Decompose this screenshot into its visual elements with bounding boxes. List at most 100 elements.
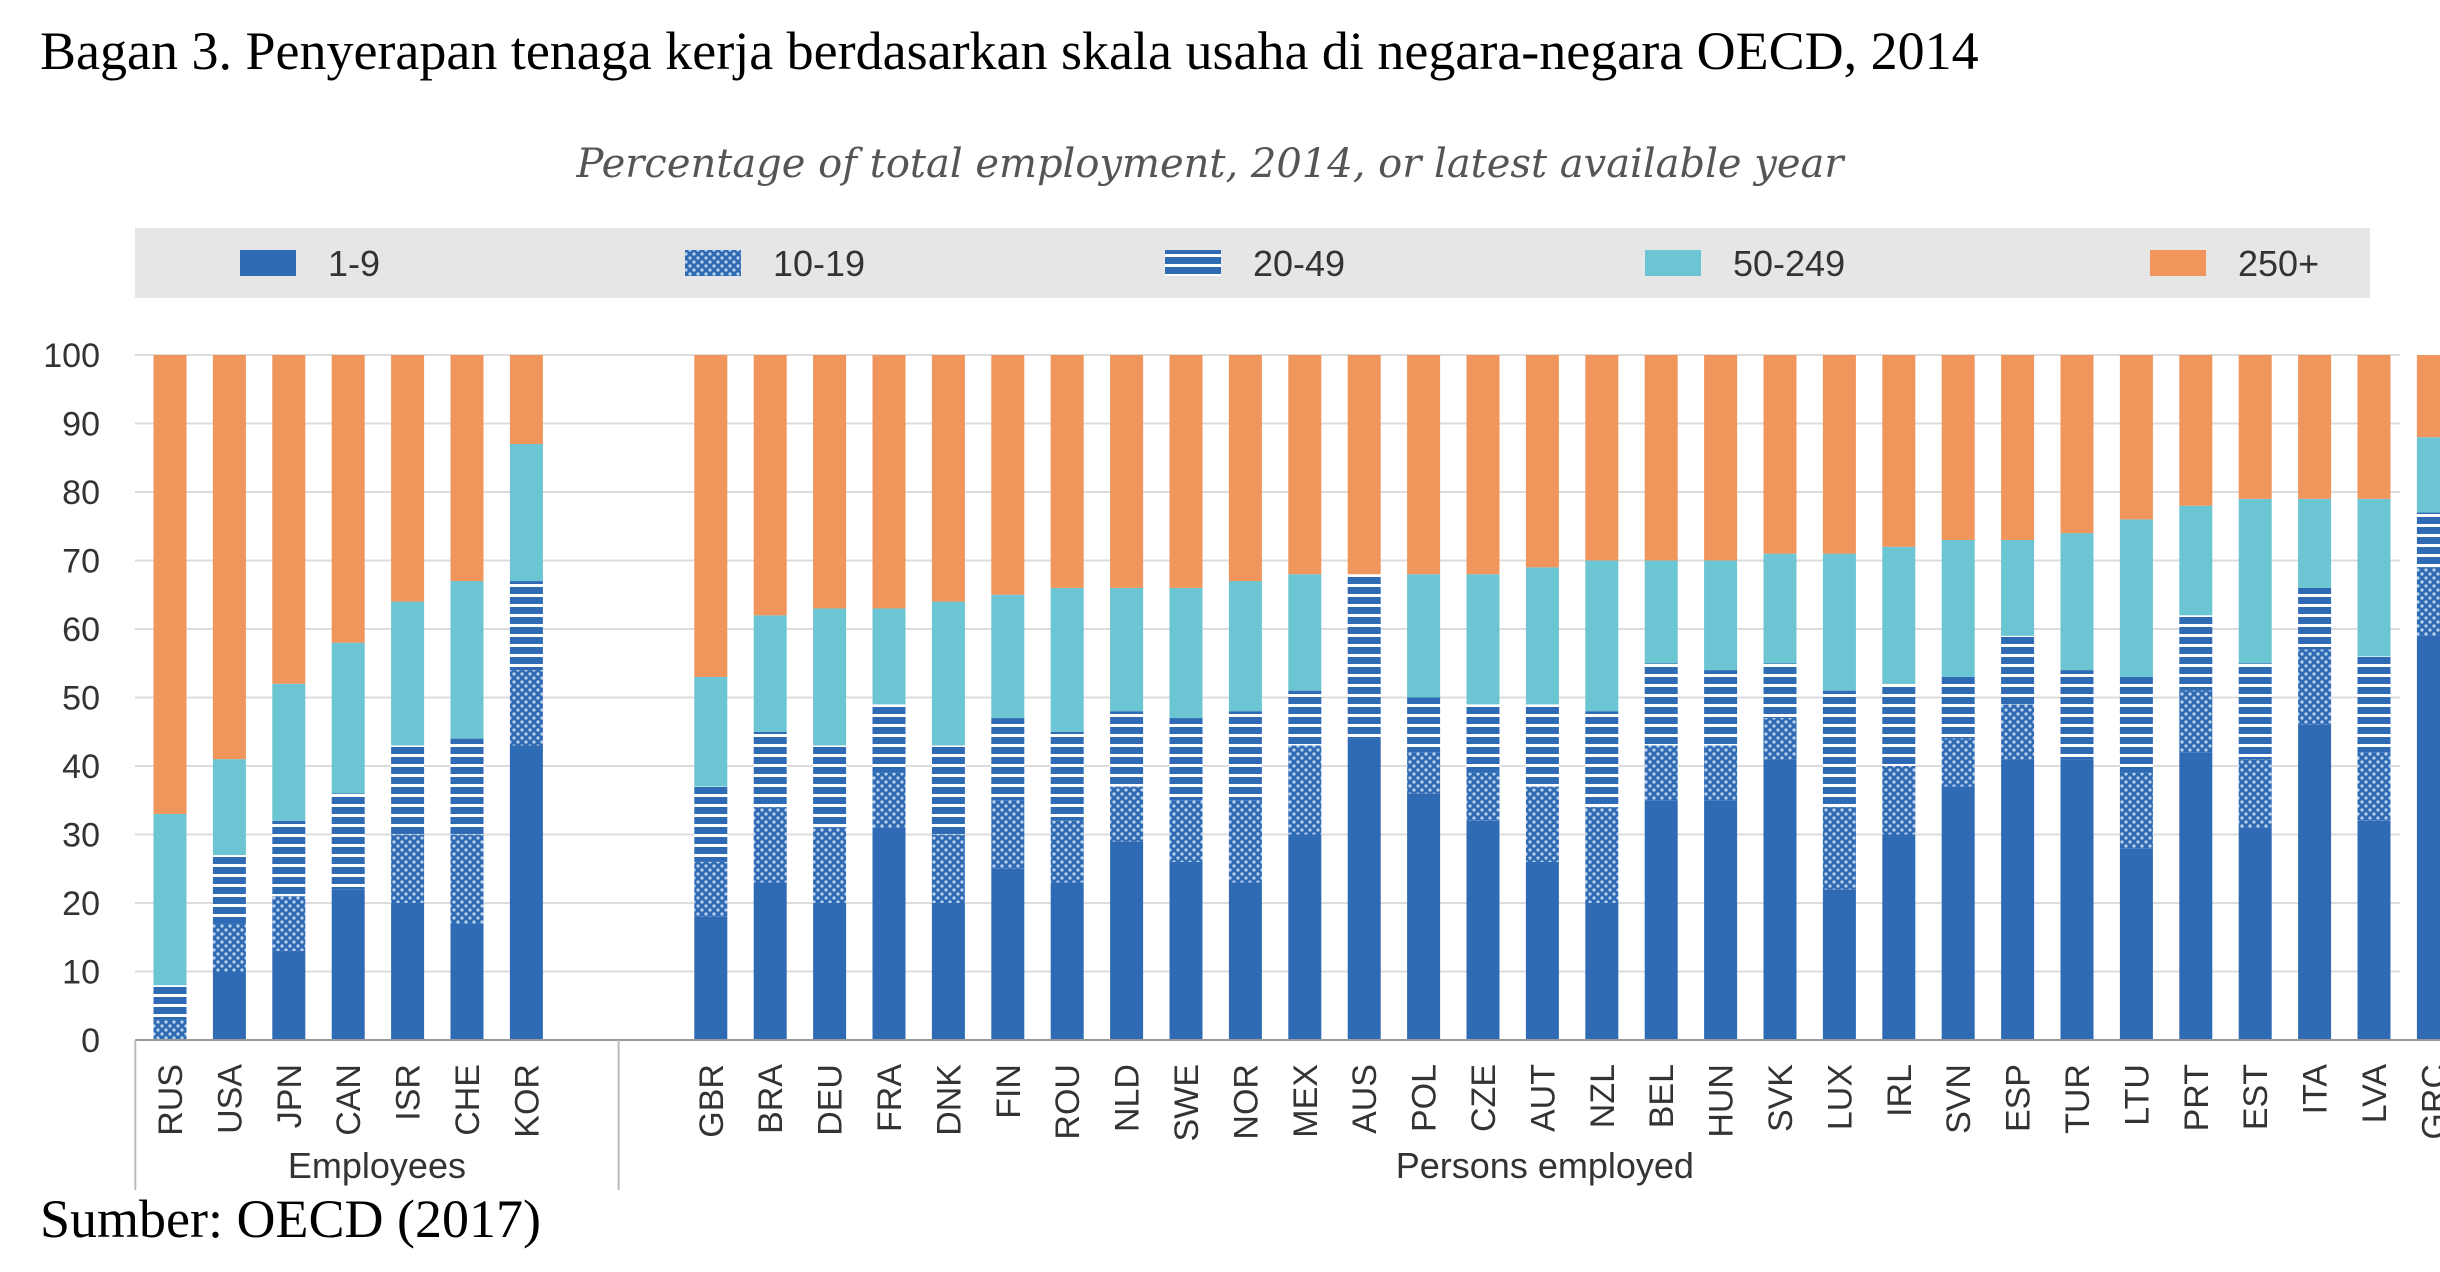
bar-segment-250+ bbox=[331, 355, 365, 643]
bar-aus bbox=[1347, 355, 1381, 1040]
bar-segment-10-19 bbox=[509, 670, 543, 746]
bar-segment-250+ bbox=[931, 355, 965, 602]
bar-segment-20-49 bbox=[872, 704, 906, 773]
legend-item: 250+ bbox=[2150, 243, 2319, 284]
bar-segment-20-49 bbox=[1525, 704, 1559, 787]
x-tick-label: AUS bbox=[1346, 1064, 1384, 1134]
bar-segment-10-19 bbox=[2179, 690, 2213, 753]
bar-segment-10-19 bbox=[694, 861, 728, 917]
legend-swatch bbox=[685, 250, 741, 276]
bar-segment-10-19 bbox=[753, 807, 787, 883]
bar-segment-1-9 bbox=[1822, 889, 1856, 1040]
bar-segment-250+ bbox=[1822, 355, 1856, 554]
bar-segment-250+ bbox=[1407, 355, 1441, 575]
bar-segment-250+ bbox=[2119, 355, 2153, 520]
x-tick-label: DEU bbox=[812, 1064, 850, 1136]
x-tick-label: GRC bbox=[2415, 1064, 2440, 1140]
x-tick-label: ISR bbox=[390, 1064, 428, 1121]
bar-segment-50-249 bbox=[1169, 587, 1203, 719]
x-tick-label: HUN bbox=[1703, 1064, 1741, 1138]
bar-segment-250+ bbox=[1110, 355, 1144, 588]
x-axis: RUS USA JPN CAN ISR CHE KOR GBR BRA DEU FRA DNK FIN R… bbox=[134, 1039, 2440, 1190]
bar-segment-250+ bbox=[2298, 355, 2332, 499]
bar-segment-20-49 bbox=[1704, 670, 1738, 746]
bar-segment-20-49 bbox=[1941, 676, 1975, 739]
bar-segment-250+ bbox=[509, 355, 543, 445]
bar-segment-1-9 bbox=[2060, 759, 2094, 1040]
bar-svn bbox=[1941, 355, 1975, 1040]
bar-segment-250+ bbox=[753, 355, 787, 616]
bar-segment-50-249 bbox=[2416, 437, 2440, 513]
bar-segment-20-49 bbox=[1050, 731, 1084, 821]
bar-segment-10-19 bbox=[991, 800, 1025, 869]
bar-fra bbox=[872, 355, 906, 1040]
bar-segment-1-9 bbox=[1347, 738, 1381, 1040]
x-tick-label: USA bbox=[211, 1064, 249, 1134]
bar-est bbox=[2238, 355, 2272, 1040]
x-tick-label: EST bbox=[2237, 1064, 2275, 1130]
bar-segment-20-49 bbox=[1169, 718, 1203, 801]
bar-segment-1-9 bbox=[1882, 834, 1916, 1040]
bar-lva bbox=[2357, 355, 2391, 1040]
source-note: Sumber: OECD (2017) bbox=[40, 1189, 541, 1249]
bar-segment-250+ bbox=[1525, 355, 1559, 568]
bar-segment-20-49 bbox=[1822, 690, 1856, 808]
bar-segment-250+ bbox=[1941, 355, 1975, 540]
bar-segment-20-49 bbox=[1882, 683, 1916, 766]
bar-segment-20-49 bbox=[212, 855, 246, 924]
bar-segment-50-249 bbox=[2357, 498, 2391, 657]
bar-segment-50-249 bbox=[212, 759, 246, 856]
bar-segment-1-9 bbox=[331, 889, 365, 1040]
bar-segment-50-249 bbox=[331, 642, 365, 794]
bar-segment-10-19 bbox=[2001, 704, 2035, 760]
x-tick-label: LTU bbox=[2118, 1064, 2156, 1126]
bar-segment-250+ bbox=[1585, 355, 1619, 561]
y-axis: 0 10 20 30 40 50 60 70 80 90 100 bbox=[43, 337, 100, 1060]
bar-segment-20-49 bbox=[991, 718, 1025, 801]
bar-segment-20-49 bbox=[694, 786, 728, 862]
legend-label: 250+ bbox=[2238, 243, 2319, 284]
bar-segment-50-249 bbox=[272, 683, 306, 821]
bar-segment-250+ bbox=[991, 355, 1025, 595]
bar-segment-50-249 bbox=[2179, 505, 2213, 616]
bar-grc bbox=[2416, 355, 2440, 1040]
bar-segment-250+ bbox=[1704, 355, 1738, 561]
bar-segment-1-9 bbox=[991, 868, 1025, 1040]
bar-can bbox=[331, 355, 365, 1040]
bar-kor bbox=[509, 355, 543, 1040]
bar-segment-250+ bbox=[450, 355, 484, 582]
y-tick-label: 70 bbox=[62, 543, 100, 581]
x-tick-label: SWE bbox=[1168, 1064, 1206, 1141]
bar-segment-10-19 bbox=[2416, 567, 2440, 636]
bar-segment-250+ bbox=[1169, 355, 1203, 588]
y-tick-label: 10 bbox=[62, 954, 100, 992]
bar-segment-1-9 bbox=[509, 745, 543, 1040]
x-tick-label: BEL bbox=[1643, 1064, 1681, 1128]
bar-svk bbox=[1763, 355, 1797, 1040]
legend-swatch bbox=[1165, 250, 1221, 276]
bar-segment-20-49 bbox=[1228, 711, 1262, 801]
legend-swatch bbox=[2150, 250, 2206, 276]
bar-jpn bbox=[272, 355, 306, 1040]
bar-segment-10-19 bbox=[1763, 718, 1797, 760]
bar-segment-1-9 bbox=[2001, 759, 2035, 1040]
bar-lux bbox=[1822, 355, 1856, 1040]
bar-segment-20-49 bbox=[2238, 663, 2272, 760]
bar-segment-1-9 bbox=[1407, 793, 1441, 1040]
bar-segment-10-19 bbox=[391, 834, 425, 903]
bar-pol bbox=[1407, 355, 1441, 1040]
x-tick-label: DNK bbox=[930, 1064, 968, 1136]
bar-segment-1-9 bbox=[1763, 759, 1797, 1040]
x-tick-label: JPN bbox=[271, 1064, 309, 1128]
bar-prt bbox=[2179, 355, 2213, 1040]
group-label: Employees bbox=[288, 1145, 466, 1186]
legend-item: 50-249 bbox=[1645, 243, 1845, 284]
bar-segment-50-249 bbox=[1585, 560, 1619, 712]
document-title: Bagan 3. Penyerapan tenaga kerja berdasa… bbox=[40, 21, 1979, 81]
bar-segment-1-9 bbox=[1110, 841, 1144, 1040]
legend-item: 10-19 bbox=[685, 243, 865, 284]
bar-segment-250+ bbox=[2001, 355, 2035, 540]
bar-segment-250+ bbox=[813, 355, 847, 609]
bar-segment-1-9 bbox=[1525, 861, 1559, 1040]
bar-segment-50-249 bbox=[1763, 553, 1797, 664]
